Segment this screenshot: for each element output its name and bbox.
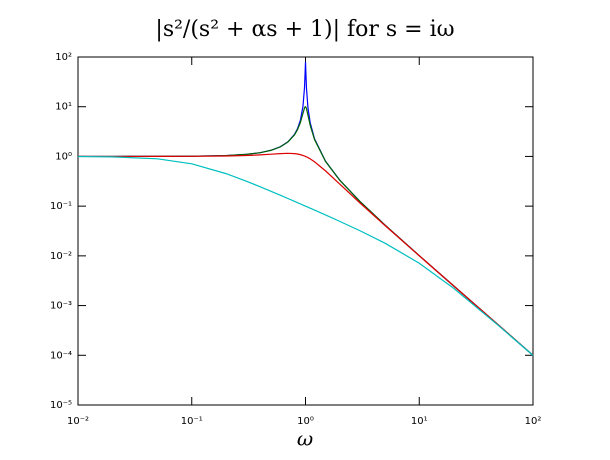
series-line: [77, 61, 534, 356]
x-tick-label: 10¹: [411, 416, 428, 427]
x-tick-label: 10²: [525, 416, 542, 427]
x-axis-label: ω: [297, 427, 313, 451]
y-tick-label: 10⁰: [55, 151, 72, 162]
series-line: [77, 152, 534, 356]
x-tick-label: 10⁰: [297, 416, 314, 427]
plot-frame: [77, 56, 534, 406]
y-tick-label: 10²: [55, 52, 72, 63]
y-tick-label: 10⁻¹: [50, 201, 72, 212]
series-line: [77, 105, 534, 356]
chart-title: |s²/(s² + αs + 1)| for s = iω: [155, 17, 454, 42]
y-tick-label: 10⁻⁵: [50, 400, 72, 411]
series-line: [77, 155, 534, 356]
y-tick-label: 10⁻²: [50, 251, 72, 262]
y-tick-label: 10⁻⁴: [50, 350, 72, 361]
y-tick-label: 10⁻³: [50, 301, 72, 312]
y-tick-label: 10¹: [55, 102, 72, 113]
x-tick-label: 10⁻¹: [181, 416, 203, 427]
x-tick-label: 10⁻²: [67, 416, 89, 427]
